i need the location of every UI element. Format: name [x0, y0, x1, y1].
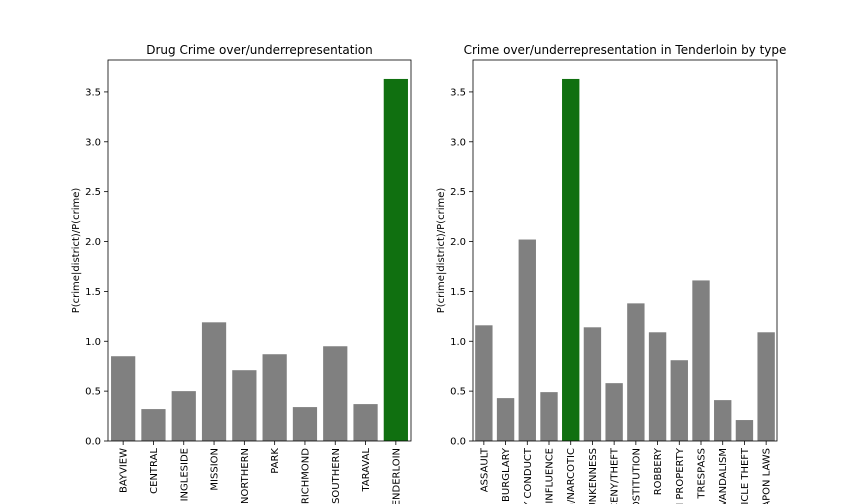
- x-tick-label: PROSTITUTION: [631, 448, 642, 504]
- x-tick-label: VEHICLE THEFT: [740, 447, 751, 504]
- x-tick-label: BURGLARY: [501, 447, 512, 502]
- x-tick-label: STOLEN PROPERTY: [675, 447, 686, 504]
- chart-title: Drug Crime over/underrepresentation: [146, 43, 373, 57]
- bar: [475, 325, 493, 441]
- bar: [262, 354, 287, 441]
- y-tick-label: 1.5: [85, 287, 101, 298]
- x-tick-label: SOUTHERN: [331, 448, 342, 504]
- y-axis-label: P(crime|district)/P(crime): [71, 188, 82, 314]
- bar: [692, 280, 710, 441]
- bar: [540, 392, 558, 441]
- x-tick-label: WEAPON LAWS: [762, 448, 773, 504]
- axes-frame: [472, 59, 778, 442]
- bar: [292, 407, 318, 441]
- x-tick-label: RICHMOND: [300, 448, 311, 504]
- x-tick-label: DRUG/NARCOTIC: [566, 448, 577, 504]
- bar: [383, 78, 408, 442]
- bar: [648, 332, 667, 441]
- x-tick-label: BAYVIEW: [119, 448, 130, 493]
- y-axis-label: P(crime|district)/P(crime): [436, 188, 447, 314]
- axes-frame: [107, 59, 412, 442]
- bar: [518, 239, 536, 441]
- bar: [670, 360, 688, 441]
- y-tick-label: 1.0: [450, 337, 466, 348]
- x-tick-label: ASSAULT: [479, 447, 490, 492]
- y-tick-label: 0.0: [85, 437, 101, 448]
- bar: [627, 303, 645, 441]
- y-tick-label: 2.0: [85, 237, 101, 248]
- y-tick-label: 2.5: [450, 187, 466, 198]
- bar: [605, 383, 623, 441]
- y-tick-label: 2.0: [450, 237, 466, 248]
- y-tick-label: 0.0: [450, 437, 466, 448]
- x-tick-label: INGLESIDE: [179, 448, 190, 501]
- y-tick-label: 3.0: [85, 137, 101, 148]
- y-tick-label: 3.0: [450, 137, 466, 148]
- x-tick-label: DRIVING UNDER THE INFLUENCE: [545, 448, 556, 504]
- chart-title: Crime over/underrepresentation in Tender…: [464, 43, 787, 57]
- y-tick-label: 3.5: [85, 87, 101, 98]
- bar: [353, 404, 378, 441]
- x-tick-label: NORTHERN: [240, 448, 251, 504]
- y-tick-label: 3.5: [450, 87, 466, 98]
- bar: [201, 322, 227, 441]
- x-tick-label: TRESPASS: [697, 448, 708, 500]
- bar: [496, 398, 515, 441]
- bar: [141, 409, 166, 441]
- bar: [583, 327, 602, 441]
- x-tick-label: CENTRAL: [149, 448, 160, 494]
- x-tick-label: DISORDERLY CONDUCT: [523, 447, 534, 504]
- bar: [735, 420, 754, 441]
- x-tick-label: MISSION: [210, 448, 221, 491]
- x-tick-label: ROBBERY: [653, 447, 664, 495]
- y-tick-label: 0.5: [85, 387, 101, 398]
- bar: [171, 391, 196, 441]
- y-tick-label: 1.0: [85, 337, 101, 348]
- bar: [232, 370, 257, 441]
- x-tick-label: TENDERLOIN: [391, 448, 402, 504]
- bar: [562, 78, 580, 442]
- y-tick-label: 2.5: [85, 187, 101, 198]
- bar: [323, 346, 348, 441]
- y-tick-label: 0.5: [450, 387, 466, 398]
- x-tick-label: PARK: [270, 448, 281, 474]
- x-tick-label: TARAVAL: [361, 448, 372, 493]
- x-tick-label: VANDALISM: [718, 448, 729, 504]
- bar: [757, 332, 775, 441]
- x-tick-label: LARCENY/THEFT: [610, 447, 621, 504]
- bar: [111, 356, 136, 441]
- x-tick-label: DRUNKENNESS: [588, 448, 599, 504]
- y-tick-label: 1.5: [450, 287, 466, 298]
- bar: [714, 400, 732, 441]
